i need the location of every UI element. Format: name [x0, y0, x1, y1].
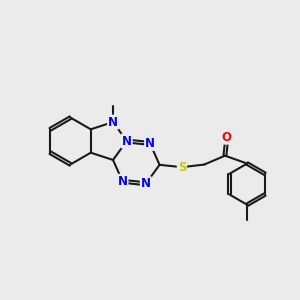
Text: N: N	[145, 137, 155, 150]
Text: S: S	[178, 161, 186, 174]
Text: N: N	[122, 134, 132, 148]
Text: O: O	[222, 131, 232, 144]
Text: N: N	[118, 175, 128, 188]
Text: N: N	[108, 116, 118, 129]
Text: N: N	[141, 177, 151, 190]
